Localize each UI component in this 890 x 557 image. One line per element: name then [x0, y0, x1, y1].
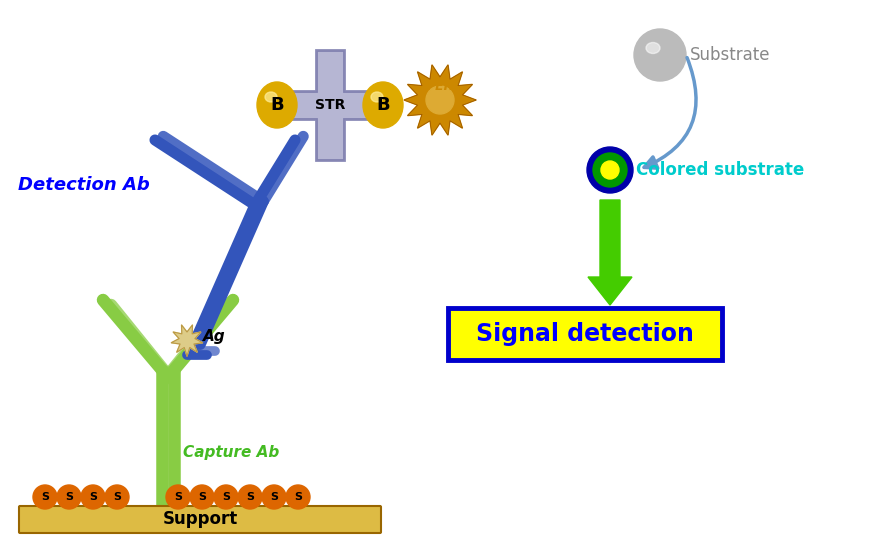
- Text: S: S: [89, 492, 97, 502]
- Ellipse shape: [634, 29, 686, 81]
- Circle shape: [105, 485, 129, 509]
- Circle shape: [262, 485, 286, 509]
- Text: Substrate: Substrate: [690, 46, 771, 64]
- Circle shape: [190, 485, 214, 509]
- Ellipse shape: [371, 92, 383, 102]
- Text: S: S: [222, 492, 230, 502]
- Circle shape: [81, 485, 105, 509]
- Ellipse shape: [593, 153, 627, 187]
- Text: S: S: [294, 492, 302, 502]
- Text: Colored substrate: Colored substrate: [636, 161, 805, 179]
- Ellipse shape: [363, 82, 403, 128]
- Polygon shape: [275, 50, 385, 160]
- Text: Support: Support: [162, 511, 238, 529]
- Circle shape: [166, 485, 190, 509]
- Circle shape: [57, 485, 81, 509]
- Circle shape: [238, 485, 262, 509]
- Text: Signal detection: Signal detection: [476, 322, 694, 346]
- Ellipse shape: [587, 147, 633, 193]
- Text: S: S: [41, 492, 49, 502]
- Polygon shape: [404, 65, 476, 135]
- Text: Detection Ab: Detection Ab: [18, 176, 150, 194]
- Ellipse shape: [426, 86, 454, 114]
- Circle shape: [286, 485, 310, 509]
- Text: S: S: [174, 492, 182, 502]
- Ellipse shape: [646, 42, 660, 53]
- Polygon shape: [171, 325, 203, 356]
- Text: S: S: [113, 492, 121, 502]
- Text: B: B: [271, 96, 284, 114]
- Text: Capture Ab: Capture Ab: [183, 444, 279, 460]
- FancyBboxPatch shape: [448, 308, 722, 360]
- Text: S: S: [270, 492, 278, 502]
- Text: Ag: Ag: [203, 329, 226, 344]
- Ellipse shape: [601, 161, 619, 179]
- Text: S: S: [246, 492, 254, 502]
- FancyBboxPatch shape: [19, 506, 381, 533]
- Text: S: S: [198, 492, 206, 502]
- Text: PER: PER: [426, 80, 454, 92]
- Ellipse shape: [257, 82, 297, 128]
- FancyArrowPatch shape: [644, 57, 696, 168]
- Text: B: B: [376, 96, 390, 114]
- Ellipse shape: [265, 92, 277, 102]
- Text: S: S: [65, 492, 73, 502]
- Circle shape: [214, 485, 238, 509]
- Text: STR: STR: [315, 98, 345, 112]
- FancyArrow shape: [588, 200, 632, 305]
- Circle shape: [33, 485, 57, 509]
